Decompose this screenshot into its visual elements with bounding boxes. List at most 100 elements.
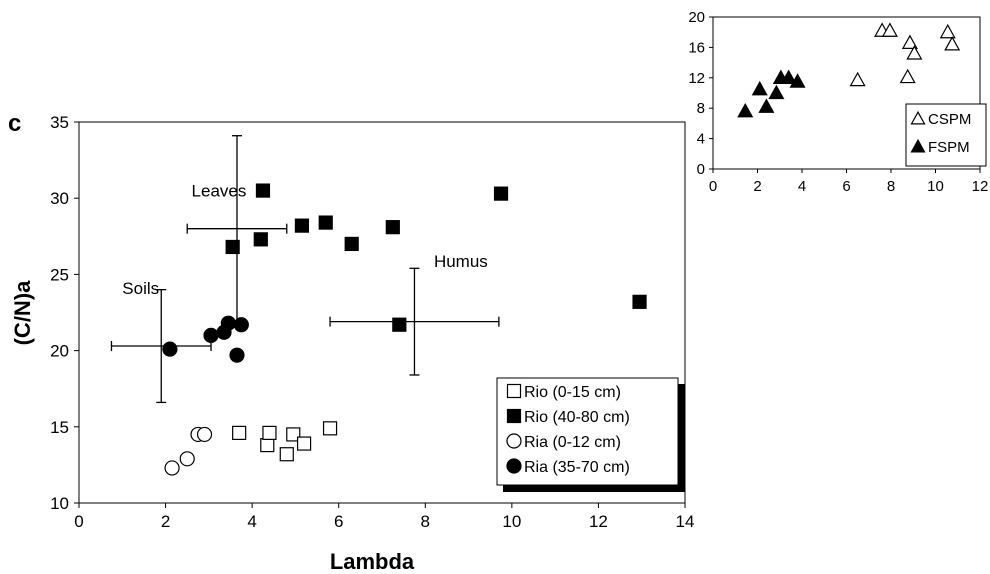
legend-marker-circle-open <box>506 433 522 449</box>
x-tick-label: 14 <box>676 512 695 531</box>
main-scatter-chart: c Leaves Soils Humus 0 2 4 6 8 10 12 14 10 15 20 25 30… <box>8 110 694 574</box>
inset-legend-marker-triangle-open <box>910 110 926 125</box>
y-tick-label: 10 <box>50 494 69 513</box>
inset-data-point-triangle-open <box>939 23 956 39</box>
data-point-square-filled <box>493 186 509 201</box>
legend-label: Ria (35-70 cm) <box>524 459 630 476</box>
x-tick-label: 8 <box>421 512 430 531</box>
inset-x-tick-label: 8 <box>887 178 895 195</box>
legend-marker-circle-filled <box>506 458 522 474</box>
inset-legend-marker-triangle-filled <box>910 138 926 153</box>
inset-x-tick-label: 10 <box>927 178 944 195</box>
inset-x-tick-label: 12 <box>972 178 989 195</box>
main-plot-frame <box>78 121 686 504</box>
inset-x-tick-label: 2 <box>753 178 761 195</box>
data-point-square-filled <box>344 236 359 252</box>
inset-legend: CSPM FSPM <box>905 103 987 167</box>
data-point-square-filled <box>632 294 647 309</box>
inset-legend-items: CSPM FSPM <box>910 110 971 156</box>
errorbar-soils <box>110 288 212 404</box>
data-point-square-open <box>279 447 294 462</box>
inset-y-tick-label: 4 <box>697 131 705 148</box>
y-tick-label: 20 <box>50 342 69 361</box>
data-point-circle-filled <box>203 327 219 343</box>
x-tick-label: 12 <box>589 512 608 531</box>
main-legend: Rio (0-15 cm) Rio (40-80 cm) Ria (0-12 cm)… <box>496 377 685 492</box>
inset-legend-label: FSPM <box>928 139 970 156</box>
main-legend-items: Rio (0-15 cm) Rio (40-80 cm) Ria (0-12 cm)… <box>506 383 630 476</box>
main-ticks: 0 2 4 6 8 10 12 14 10 15 20 25 30 35 <box>50 113 694 531</box>
data-point-square-filled <box>318 215 333 230</box>
main-annotations: Leaves Soils Humus <box>110 135 500 404</box>
legend-label: Rio (40-80 cm) <box>524 409 630 426</box>
inset-legend-label: CSPM <box>928 111 971 128</box>
x-tick-label: 10 <box>502 512 521 531</box>
inset-data-points <box>737 22 961 118</box>
legend-label: Rio (0-15 cm) <box>524 384 621 401</box>
data-point-square-open <box>262 425 277 440</box>
inset-x-tick-label: 0 <box>709 178 717 195</box>
main-legend-box <box>496 377 679 486</box>
y-tick-label: 30 <box>50 189 69 208</box>
data-point-circle-open <box>196 426 213 443</box>
annotation-humus: Humus <box>434 252 488 271</box>
legend-marker-square-open <box>506 383 522 399</box>
data-point-square-open <box>286 427 301 442</box>
inset-x-tick-label: 6 <box>842 178 850 195</box>
data-point-circle-filled <box>162 341 178 357</box>
data-point-square-open <box>296 436 312 451</box>
main-y-axis-label: (C/N)a <box>10 280 35 346</box>
data-point-square-open <box>232 425 247 440</box>
inset-y-tick-label: 16 <box>688 39 705 56</box>
inset-ticks: 0 2 4 6 8 10 12 0 4 8 12 16 20 <box>688 9 988 195</box>
inset-data-point-triangle-open <box>899 68 916 84</box>
errorbar-leaves <box>186 135 288 324</box>
inset-y-tick-label: 12 <box>688 70 705 87</box>
data-point-circle-open <box>164 460 180 476</box>
panel-label: c <box>8 110 21 137</box>
inset-data-point-triangle-open <box>901 34 918 49</box>
inset-data-point-triangle-open <box>944 36 961 51</box>
inset-data-point-triangle-open <box>881 22 898 37</box>
legend-marker-square-filled <box>506 408 522 424</box>
inset-data-point-triangle-filled <box>768 84 785 100</box>
data-point-square-open <box>260 437 275 453</box>
errorbar-humus <box>329 267 500 376</box>
data-point-square-filled <box>253 232 268 247</box>
x-tick-label: 6 <box>334 512 343 531</box>
data-point-square-filled <box>255 183 271 198</box>
inset-data-point-triangle-open <box>906 45 923 60</box>
inset-data-point-triangle-filled <box>737 102 754 118</box>
inset-data-point-triangle-filled <box>780 69 797 84</box>
data-point-square-filled <box>294 218 310 233</box>
y-tick-label: 25 <box>50 265 69 284</box>
data-point-circle-filled <box>229 347 245 363</box>
inset-y-tick-label: 8 <box>697 100 705 117</box>
inset-data-point-triangle-filled <box>758 98 775 113</box>
inset-scatter-chart: 0 2 4 6 8 10 12 0 4 8 12 16 20 CSPM FSPM <box>688 9 988 195</box>
data-point-square-filled <box>225 239 240 255</box>
inset-y-tick-label: 20 <box>688 9 705 26</box>
x-tick-label: 0 <box>74 512 83 531</box>
data-point-square-filled <box>385 220 400 235</box>
y-tick-label: 15 <box>50 418 69 437</box>
inset-data-point-triangle-open <box>849 71 866 87</box>
annotation-leaves: Leaves <box>192 182 247 201</box>
data-point-square-filled <box>392 317 407 332</box>
data-point-circle-filled <box>233 317 249 333</box>
main-x-axis-label: Lambda <box>330 549 415 574</box>
legend-label: Ria (0-12 cm) <box>524 434 621 451</box>
inset-y-tick-label: 0 <box>697 161 705 178</box>
inset-data-point-triangle-filled <box>789 73 806 88</box>
inset-data-point-triangle-filled <box>751 80 768 96</box>
data-point-square-open <box>322 421 338 436</box>
x-tick-label: 4 <box>247 512 256 531</box>
inset-x-tick-label: 4 <box>798 178 806 195</box>
data-point-circle-filled <box>220 315 236 331</box>
y-tick-label: 35 <box>50 113 69 132</box>
data-point-circle-open <box>179 451 195 467</box>
annotation-soils: Soils <box>122 279 159 298</box>
main-data-points <box>162 183 647 476</box>
x-tick-label: 2 <box>161 512 170 531</box>
